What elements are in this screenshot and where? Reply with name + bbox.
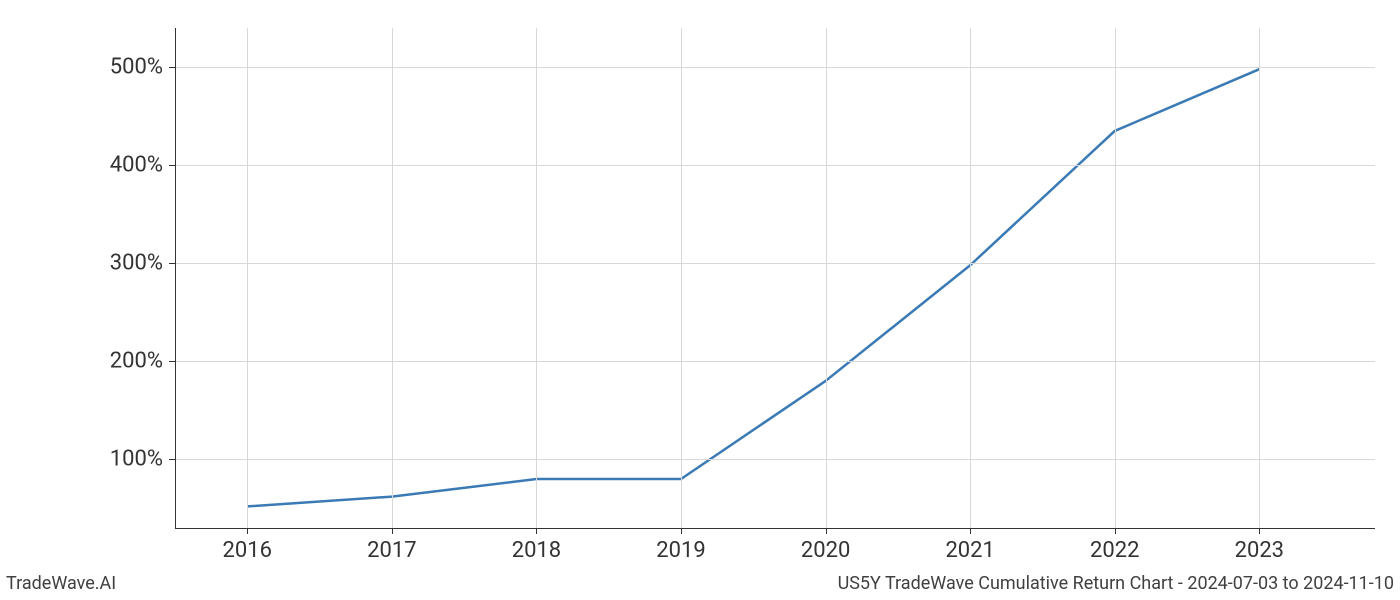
- footer-brand: TradeWave.AI: [6, 573, 116, 594]
- x-tick-label: 2020: [801, 538, 850, 563]
- grid-line-horizontal: [175, 67, 1375, 68]
- y-tick-label: 300%: [110, 251, 163, 276]
- grid-line-vertical: [1259, 28, 1260, 528]
- footer-caption: US5Y TradeWave Cumulative Return Chart -…: [838, 573, 1394, 594]
- grid-line-vertical: [247, 28, 248, 528]
- grid-line-horizontal: [175, 361, 1375, 362]
- x-axis-line: [175, 528, 1375, 529]
- line-chart-svg: [175, 28, 1375, 528]
- y-tick-label: 400%: [110, 153, 163, 178]
- grid-line-vertical: [681, 28, 682, 528]
- x-tick-label: 2016: [223, 538, 272, 563]
- grid-line-vertical: [826, 28, 827, 528]
- grid-line-vertical: [392, 28, 393, 528]
- series-line: [247, 69, 1259, 506]
- y-tick-label: 100%: [110, 447, 163, 472]
- x-tick-label: 2018: [512, 538, 561, 563]
- grid-line-vertical: [536, 28, 537, 528]
- x-tick-label: 2021: [945, 538, 994, 563]
- grid-line-vertical: [970, 28, 971, 528]
- plot-area: [175, 28, 1375, 528]
- x-tick-label: 2017: [367, 538, 416, 563]
- y-tick-label: 200%: [110, 349, 163, 374]
- grid-line-vertical: [1115, 28, 1116, 528]
- y-axis-line: [175, 28, 176, 528]
- grid-line-horizontal: [175, 165, 1375, 166]
- x-tick-label: 2019: [656, 538, 705, 563]
- x-tick-label: 2023: [1235, 538, 1284, 563]
- grid-line-horizontal: [175, 459, 1375, 460]
- chart-container: TradeWave.AI US5Y TradeWave Cumulative R…: [0, 0, 1400, 600]
- y-tick-label: 500%: [110, 55, 163, 80]
- x-tick-label: 2022: [1090, 538, 1139, 563]
- grid-line-horizontal: [175, 263, 1375, 264]
